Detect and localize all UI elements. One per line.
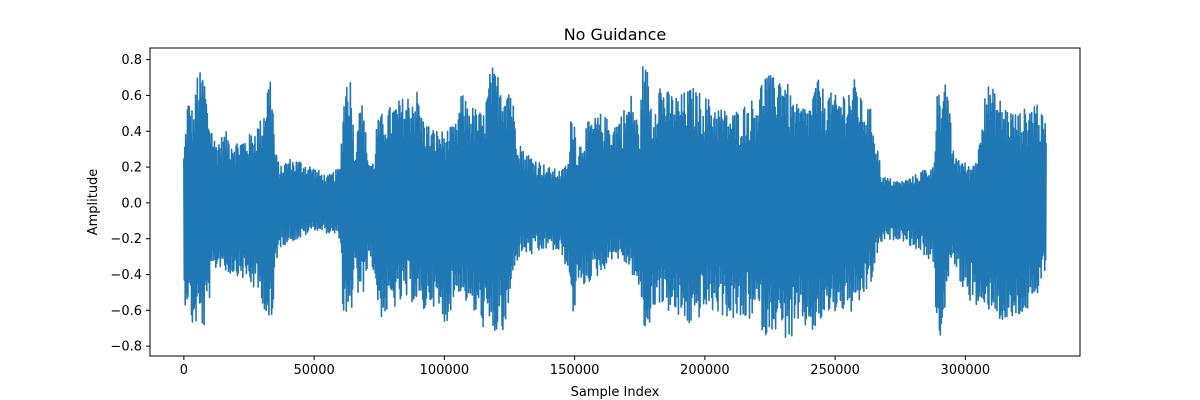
chart-title: No Guidance <box>564 25 667 44</box>
y-tick-label: 0.2 <box>121 161 142 176</box>
x-tick-label: 0 <box>180 363 188 378</box>
x-tick-label: 50000 <box>293 363 334 378</box>
plot-frame <box>149 47 1081 357</box>
y-tick-label: −0.4 <box>110 268 142 283</box>
y-tick-label: −0.2 <box>110 232 142 247</box>
x-tick-label: 300000 <box>941 363 991 378</box>
x-axis-title: Sample Index <box>571 385 660 400</box>
y-tick-label: −0.8 <box>110 340 142 355</box>
x-tick-label: 200000 <box>680 363 730 378</box>
x-tick-label: 150000 <box>550 363 600 378</box>
y-tick-label: 0.6 <box>121 89 142 104</box>
y-tick-label: 0.4 <box>121 125 142 140</box>
y-tick-label: 0.8 <box>121 53 142 68</box>
waveform-line <box>183 65 1047 339</box>
y-tick-label: 0.0 <box>121 196 142 211</box>
y-axis-title: Amplitude <box>86 169 101 236</box>
x-tick-label: 250000 <box>810 363 860 378</box>
y-tick-label: −0.6 <box>110 304 142 319</box>
waveform-series <box>183 65 1047 339</box>
x-axis-ticks: 0 50000 100000 150000 200000 250000 300000 <box>180 356 990 378</box>
x-tick-label: 100000 <box>420 363 470 378</box>
y-axis-ticks: −0.8 −0.6 −0.4 −0.2 0.0 0.2 0.4 0.6 0.8 <box>110 53 150 355</box>
